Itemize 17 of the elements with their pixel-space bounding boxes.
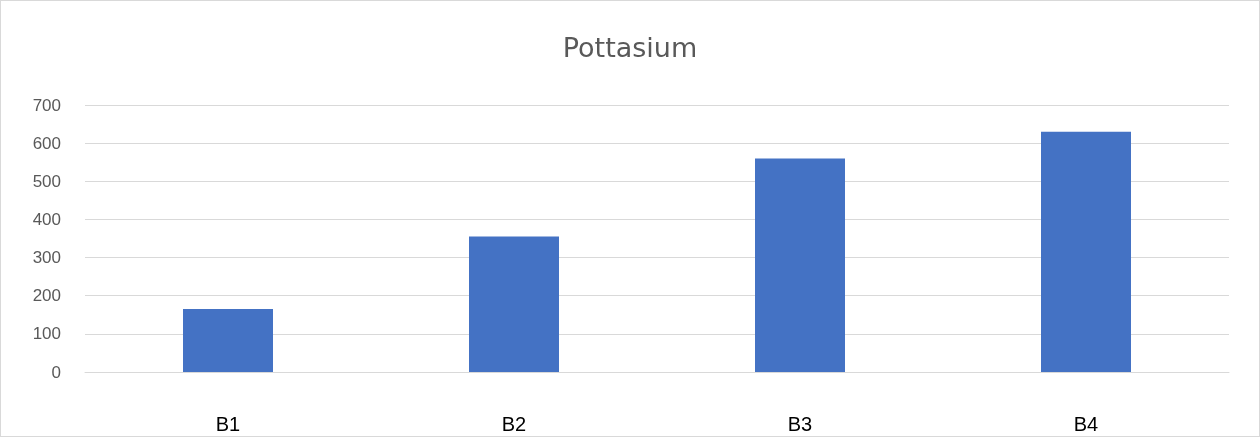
bar xyxy=(1041,131,1131,372)
y-tick-label: 100 xyxy=(32,324,61,344)
y-tick-label: 0 xyxy=(51,362,61,382)
bar xyxy=(183,309,273,372)
x-tick-label: B4 xyxy=(1073,413,1099,435)
y-tick-label: 400 xyxy=(32,209,61,229)
y-tick-label: 700 xyxy=(32,95,61,115)
bar xyxy=(755,158,845,372)
y-tick-label: 500 xyxy=(32,171,61,191)
x-tick-label: B3 xyxy=(787,413,813,435)
x-tick-label: B2 xyxy=(501,413,527,435)
y-tick-label: 200 xyxy=(32,286,61,306)
x-tick-label: B1 xyxy=(215,413,241,435)
y-tick-label: 300 xyxy=(32,248,61,268)
y-tick-label: 600 xyxy=(32,133,61,153)
bar xyxy=(469,236,559,372)
chart-title: Pottasium xyxy=(562,32,698,63)
